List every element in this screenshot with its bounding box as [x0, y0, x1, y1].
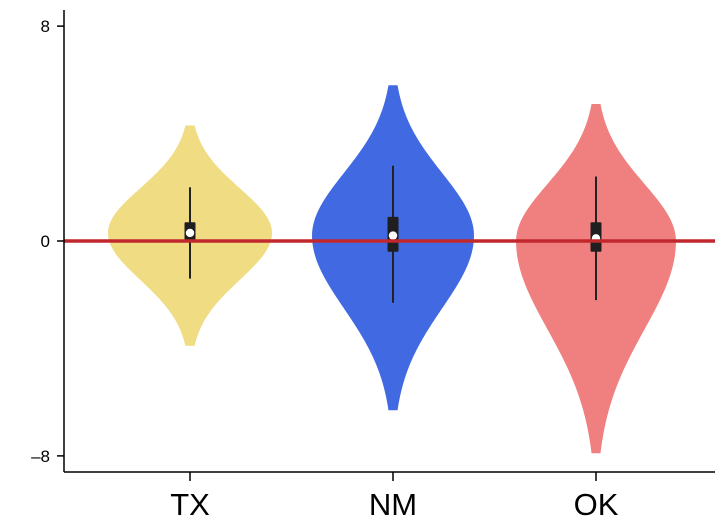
violin-ok: [516, 104, 676, 454]
y-tick-label: –8: [31, 447, 50, 466]
y-ticks: 8 0 –8: [31, 17, 64, 466]
median-point-nm: [388, 231, 398, 240]
median-point-tx: [185, 228, 195, 238]
y-tick-label: 8: [41, 17, 50, 36]
x-tick-label: OK: [574, 487, 619, 522]
x-tick-label: NM: [369, 487, 417, 522]
x-ticks: TX NM OK: [170, 472, 619, 522]
y-tick-label: 0: [41, 232, 50, 251]
x-tick-label: TX: [170, 487, 210, 522]
violin-nm: [312, 85, 474, 411]
violin-tx: [108, 125, 272, 346]
violins-layer: [108, 85, 676, 454]
